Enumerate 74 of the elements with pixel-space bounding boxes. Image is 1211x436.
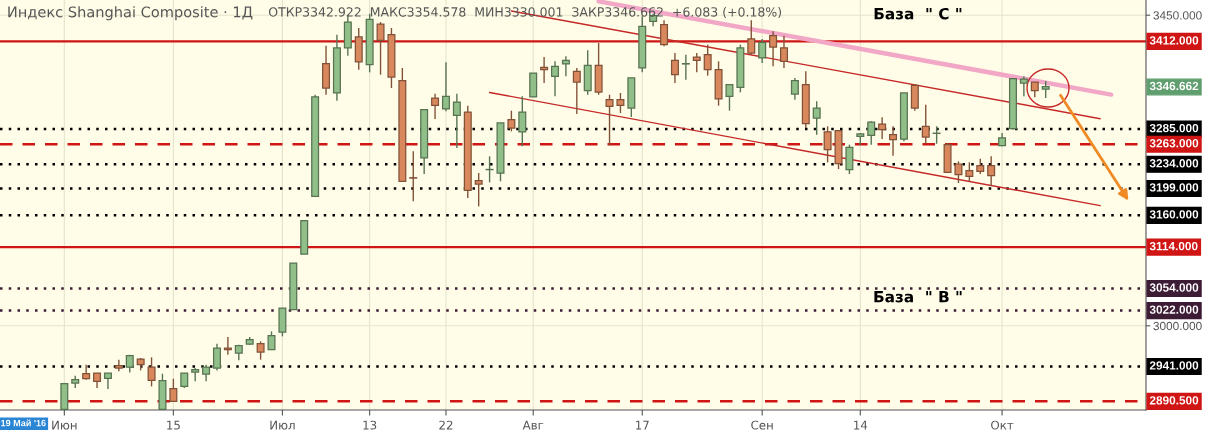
y-tick-label: 3000.000 bbox=[1153, 321, 1202, 331]
candlestick bbox=[747, 19, 756, 56]
candlestick bbox=[376, 21, 385, 76]
candlestick bbox=[987, 155, 996, 187]
candlestick bbox=[212, 343, 221, 372]
candlestick bbox=[681, 53, 690, 81]
x-tick-label: Авг bbox=[522, 420, 544, 430]
candlestick bbox=[1019, 75, 1028, 98]
candlestick bbox=[790, 77, 799, 101]
ref-line-label: 3199.000 bbox=[1149, 183, 1199, 192]
ref-line-label: 2890.500 bbox=[1149, 396, 1199, 405]
candlestick bbox=[812, 100, 821, 136]
candlestick bbox=[965, 161, 974, 183]
candlestick bbox=[278, 307, 287, 338]
candlestick bbox=[845, 143, 854, 175]
candlestick bbox=[703, 43, 712, 77]
candlestick bbox=[616, 92, 625, 114]
candlestick bbox=[551, 60, 560, 98]
candlestick bbox=[441, 61, 450, 113]
candlestick bbox=[147, 356, 156, 388]
candlestick bbox=[529, 72, 538, 98]
text: 19 Май '16 bbox=[1, 419, 46, 427]
candlestick bbox=[660, 19, 669, 48]
x-tick-label: 14 bbox=[854, 420, 868, 430]
ref-line-label: 3054.000 bbox=[1149, 283, 1199, 292]
x-tick-label: 22 bbox=[439, 420, 453, 430]
candlestick bbox=[910, 83, 919, 112]
candlestick bbox=[779, 34, 788, 69]
candlestick bbox=[878, 116, 887, 140]
candlestick bbox=[452, 92, 461, 149]
candlestick bbox=[725, 83, 734, 112]
x-tick-label: Июл bbox=[270, 420, 295, 430]
candlestick bbox=[769, 30, 778, 68]
ref-line-label: 3234.000 bbox=[1149, 159, 1199, 168]
candlestick bbox=[431, 92, 440, 120]
candlestick bbox=[518, 95, 527, 148]
candlestick bbox=[103, 372, 112, 390]
candlestick bbox=[758, 38, 767, 64]
candlestick bbox=[191, 367, 200, 383]
candlestick bbox=[823, 125, 832, 164]
candlestick bbox=[169, 378, 178, 403]
ref-line-label: 3022.000 bbox=[1149, 305, 1199, 314]
ref-line-label: 3263.000 bbox=[1149, 139, 1199, 148]
ref-line-label: 3160.000 bbox=[1149, 210, 1199, 219]
candlestick bbox=[256, 340, 265, 361]
candlestick bbox=[474, 172, 483, 208]
candlestick bbox=[867, 120, 876, 146]
candlestick bbox=[954, 160, 963, 184]
x-tick-label: 13 bbox=[363, 420, 377, 430]
candlestick bbox=[561, 55, 570, 78]
candlestick bbox=[223, 336, 232, 356]
ref-line-label: 2941.000 bbox=[1149, 361, 1199, 370]
x-tick-label: 15 bbox=[167, 420, 180, 430]
ref-line-label: 3285.000 bbox=[1149, 123, 1199, 133]
candlestick bbox=[921, 103, 930, 145]
y-tick-label: 3450.000 bbox=[1153, 11, 1202, 20]
candlestick bbox=[409, 150, 418, 203]
x-tick-label: Сен bbox=[751, 420, 773, 430]
candlestick bbox=[889, 125, 898, 157]
chart-title: Индекс Shanghai Composite · 1Д bbox=[8, 6, 253, 21]
x-tick-label: Июн bbox=[52, 420, 77, 430]
x-tick-label: 17 bbox=[636, 420, 649, 430]
candlestick bbox=[692, 52, 701, 74]
text: 3346.662 bbox=[1149, 81, 1199, 91]
annotation: База " B " bbox=[874, 291, 962, 303]
candlestick bbox=[572, 67, 581, 115]
candlestick bbox=[605, 94, 614, 147]
ref-line-label: 3114.000 bbox=[1149, 241, 1198, 251]
candlestick bbox=[670, 52, 679, 84]
candlestick bbox=[267, 330, 276, 351]
ref-line-label: 3412.000 bbox=[1149, 36, 1199, 45]
x-tick-label: Окт bbox=[991, 420, 1014, 430]
candlestick bbox=[507, 109, 516, 133]
annotation: База " C " bbox=[874, 7, 962, 20]
